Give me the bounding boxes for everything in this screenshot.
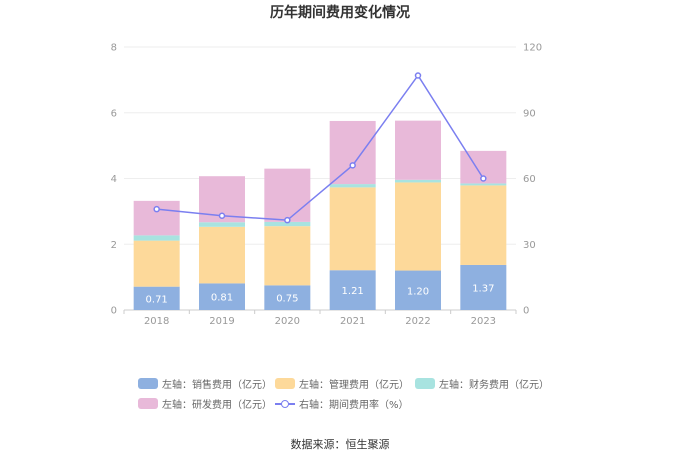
legend-swatch bbox=[415, 378, 435, 389]
x-tick-label: 2022 bbox=[405, 316, 430, 327]
legend-swatch bbox=[275, 378, 295, 389]
right-y-axis: 0 30 60 90 120 bbox=[523, 43, 542, 317]
right-y-tick-label: 60 bbox=[523, 174, 536, 185]
bar-data-label: 0.75 bbox=[276, 294, 298, 305]
left-y-tick-label: 0 bbox=[111, 306, 117, 317]
x-tick-label: 2020 bbox=[275, 316, 300, 327]
bar-segment bbox=[329, 184, 376, 188]
bar-data-label: 1.21 bbox=[342, 286, 364, 297]
bar-segment bbox=[133, 235, 180, 241]
legend-line-marker bbox=[275, 398, 295, 409]
bar-segment bbox=[395, 182, 441, 271]
left-y-tick-label: 2 bbox=[111, 240, 117, 251]
bar-data-label: 0.71 bbox=[146, 294, 168, 305]
legend-label: 左轴：研发费用（亿元） bbox=[162, 400, 272, 411]
right-y-tick-label: 30 bbox=[523, 240, 536, 251]
bar-segment bbox=[460, 264, 507, 310]
bar-data-label: 1.37 bbox=[472, 283, 494, 294]
bar-segment bbox=[395, 179, 441, 183]
bar-segment bbox=[395, 120, 441, 180]
legend-swatch bbox=[138, 378, 158, 389]
right-y-tick-label: 0 bbox=[523, 306, 529, 317]
left-y-tick-label: 6 bbox=[111, 108, 117, 119]
legend-label: 左轴：财务费用（亿元） bbox=[439, 380, 549, 391]
bar-segment bbox=[264, 168, 311, 222]
bar-segment bbox=[199, 283, 245, 310]
stacked-bars: 0.71 0.81 0.75 1.21 1.20 1.37 bbox=[133, 120, 507, 310]
x-tick-label: 2018 bbox=[144, 316, 169, 327]
rate-line bbox=[156, 74, 484, 221]
bar-segment bbox=[133, 286, 180, 310]
legend-label: 右轴：期间费用率（%） bbox=[299, 400, 409, 411]
bar-segment bbox=[460, 183, 507, 186]
grid-lines bbox=[124, 46, 516, 311]
bar-segment bbox=[395, 270, 441, 310]
left-y-axis: 0 2 4 6 8 bbox=[111, 43, 117, 317]
x-tick-label: 2021 bbox=[340, 316, 365, 327]
x-axis: 2018 2019 2020 2021 2022 2023 bbox=[123, 310, 517, 327]
legend-label: 左轴：管理费用（亿元） bbox=[299, 380, 409, 391]
right-y-tick-label: 120 bbox=[523, 43, 542, 54]
x-tick-label: 2019 bbox=[209, 316, 234, 327]
bar-segment bbox=[133, 240, 180, 287]
legend-item[interactable]: 右轴：期间费用率（%） bbox=[275, 396, 409, 411]
chart-title: 历年期间费用变化情况 bbox=[270, 4, 410, 21]
legend-item[interactable]: 左轴：销售费用（亿元） bbox=[138, 376, 272, 391]
data-source: 数据来源：恒生聚源 bbox=[290, 438, 390, 451]
legend-item[interactable]: 左轴：研发费用（亿元） bbox=[138, 396, 272, 411]
bar-segment bbox=[329, 120, 376, 185]
x-tick-label: 2023 bbox=[471, 316, 496, 327]
legend-item[interactable]: 左轴：财务费用（亿元） bbox=[415, 376, 549, 391]
rate-point bbox=[153, 205, 160, 213]
left-y-tick-label: 8 bbox=[111, 43, 117, 54]
bar-segment bbox=[199, 226, 245, 284]
rate-point bbox=[349, 162, 356, 169]
bar-segment bbox=[264, 226, 311, 286]
left-y-tick-label: 4 bbox=[111, 174, 117, 185]
bar-segment bbox=[329, 187, 376, 271]
legend-item[interactable]: 左轴：管理费用（亿元） bbox=[275, 376, 409, 391]
rate-point bbox=[218, 212, 226, 220]
rate-point bbox=[284, 216, 291, 224]
bar-data-label: 1.20 bbox=[407, 286, 429, 297]
bar-data-label: 0.81 bbox=[211, 293, 233, 304]
legend-label: 左轴：销售费用（亿元） bbox=[162, 380, 272, 391]
bar-segment bbox=[264, 285, 311, 310]
rate-point bbox=[480, 175, 487, 182]
rate-point bbox=[414, 72, 422, 79]
rate-line-series bbox=[153, 72, 487, 224]
bar-segment bbox=[329, 270, 376, 310]
bar-segment bbox=[264, 221, 311, 227]
legend-swatch bbox=[138, 398, 158, 409]
right-y-tick-label: 90 bbox=[523, 108, 536, 119]
bar-segment bbox=[460, 185, 507, 265]
bar-segment bbox=[199, 222, 245, 227]
